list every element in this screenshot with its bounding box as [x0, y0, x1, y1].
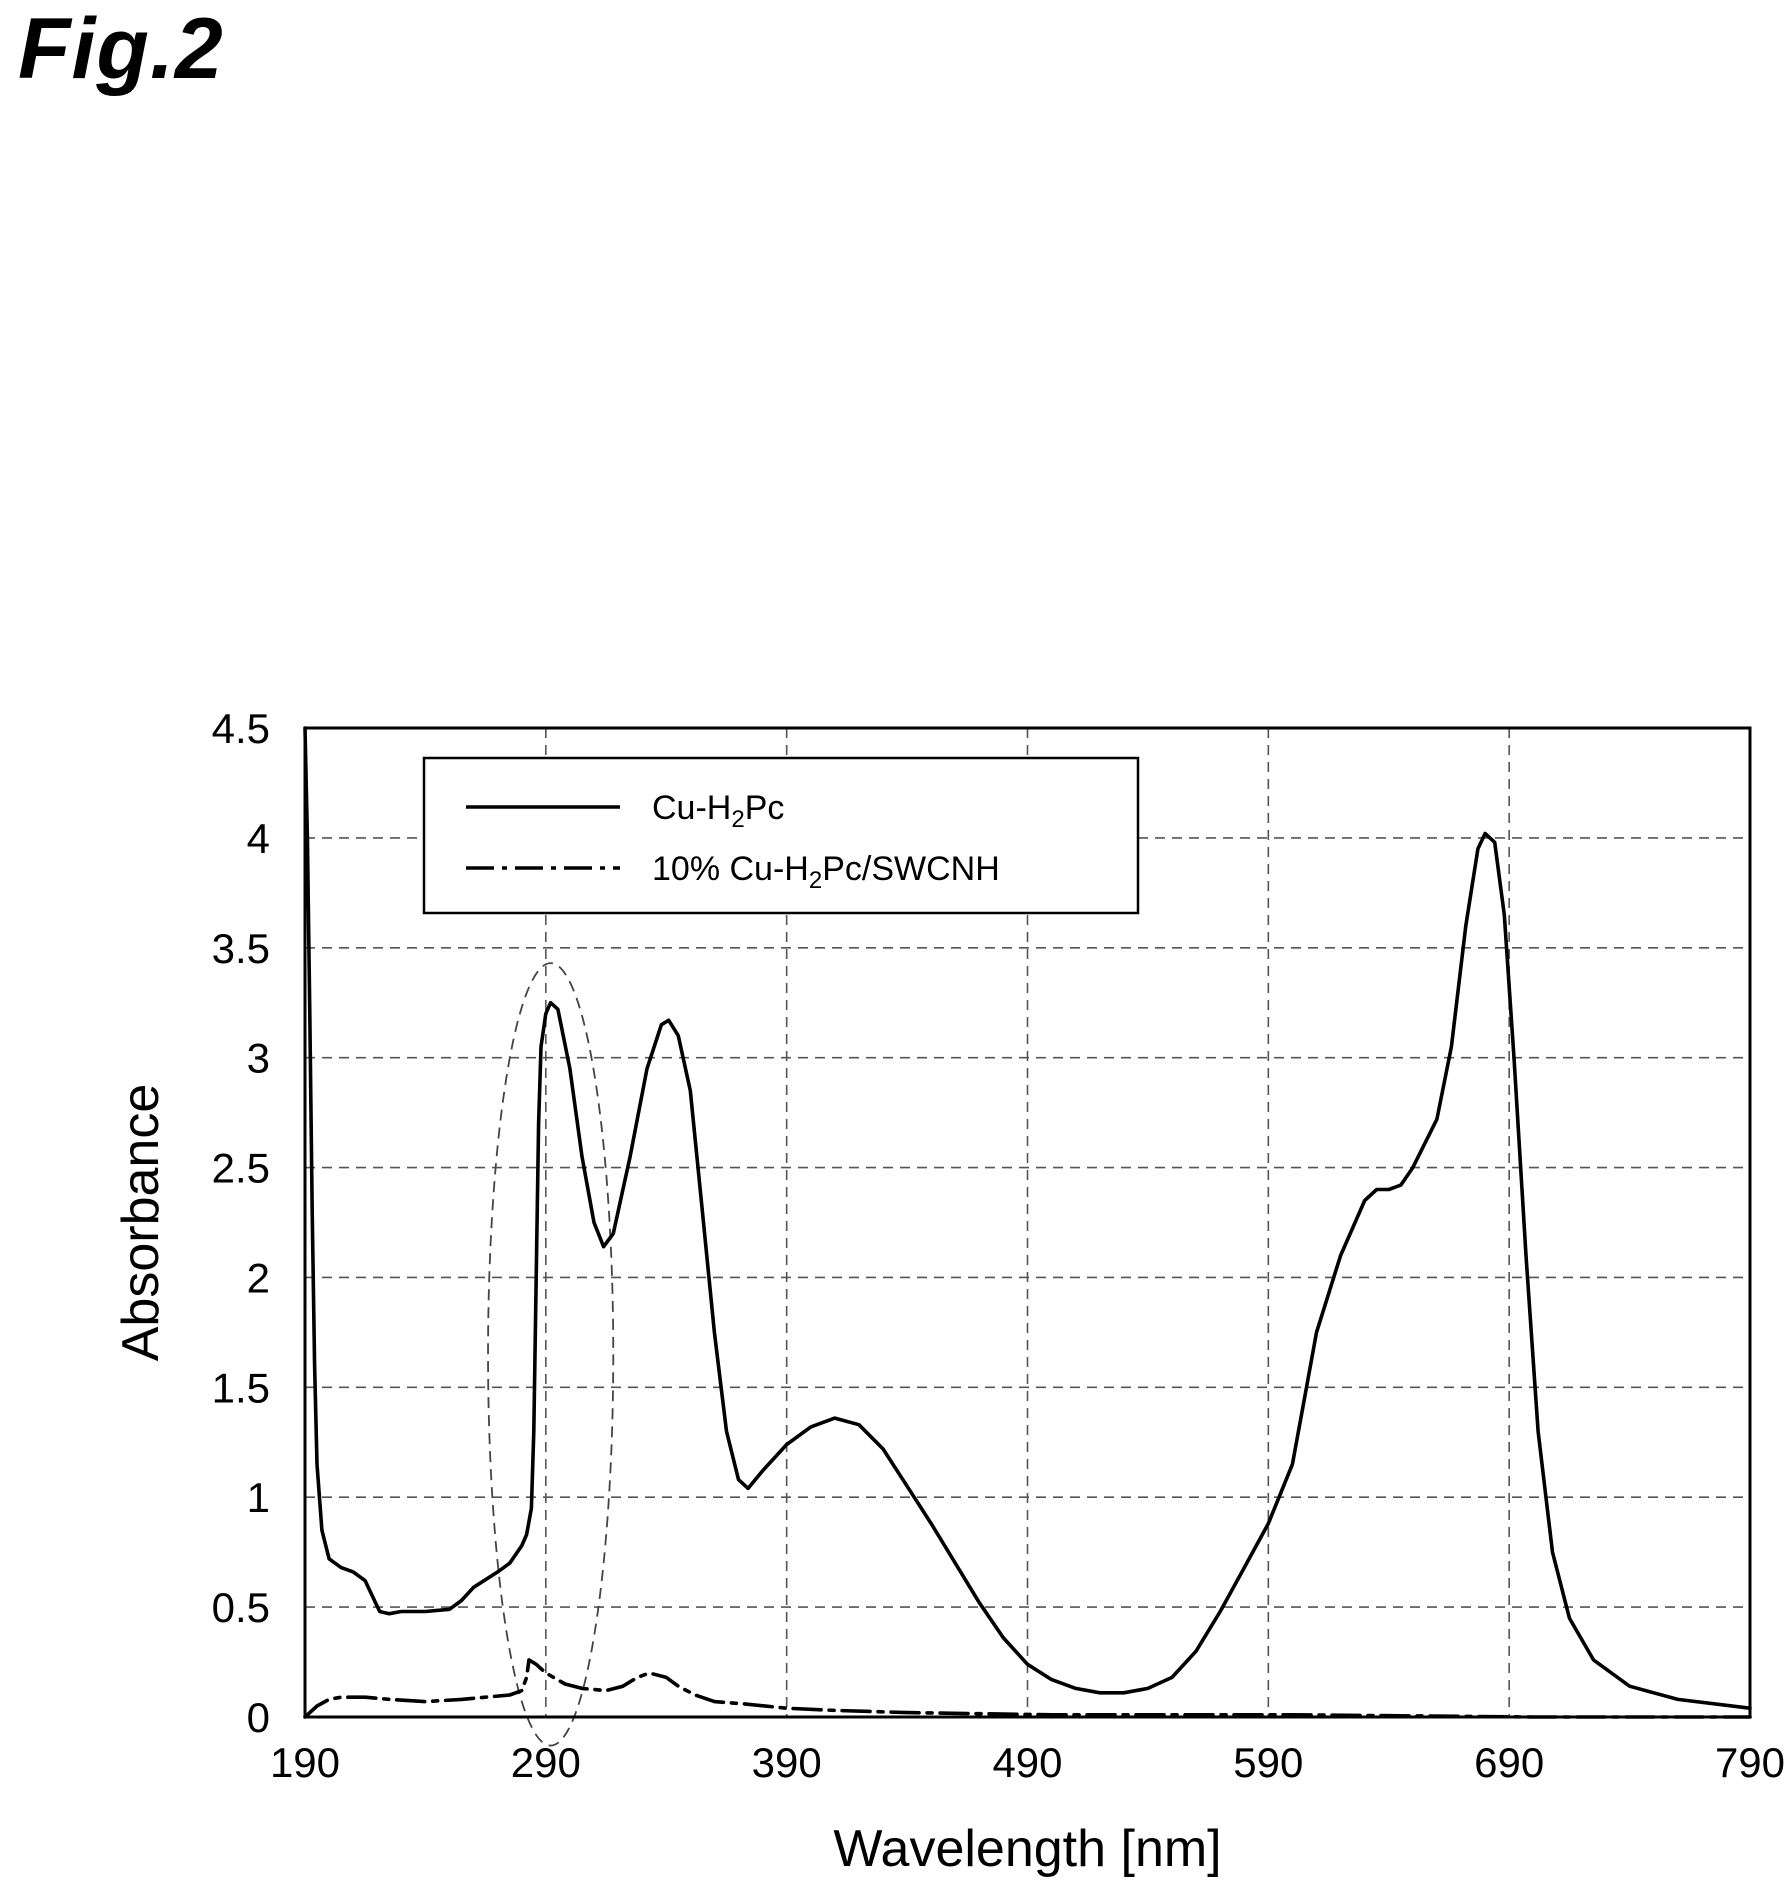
y-tick-labels: 0 0.5 1 1.5 2 2.5 3 3.5 4 4.5	[212, 705, 270, 1741]
x-tick-label: 390	[752, 1739, 822, 1786]
y-tick-label: 3.5	[212, 925, 270, 972]
x-tick-label: 690	[1474, 1739, 1544, 1786]
legend-box	[422, 756, 1140, 915]
legend: Cu-H2Pc 10% Cu-H2Pc/SWCNH	[422, 756, 1140, 915]
highlight-ellipse	[487, 962, 615, 1747]
x-tick-label: 490	[992, 1739, 1062, 1786]
plot-frame	[303, 726, 1752, 1719]
y-tick-label: 0	[247, 1694, 270, 1741]
y-tick-label: 4.5	[212, 705, 270, 752]
y-tick-label: 2	[247, 1254, 270, 1301]
y-tick-label: 3	[247, 1035, 270, 1082]
x-tick-label: 790	[1715, 1739, 1785, 1786]
x-tick-labels: 190 290 390 490 590 690 790	[270, 1739, 1785, 1786]
legend-label-cu-h2pc: Cu-H2Pc	[652, 789, 784, 833]
x-axis-label: Wavelength [nm]	[833, 1820, 1221, 1878]
y-tick-label: 2.5	[212, 1145, 270, 1192]
y-tick-label: 1.5	[212, 1364, 270, 1411]
y-axis-label: Absorbance	[112, 1084, 170, 1362]
highlight-ellipse-layer	[487, 962, 615, 1747]
figure-label: Fig.2	[18, 1, 224, 97]
legend-label-cu-h2pc-swcnh: 10% Cu-H2Pc/SWCNH	[652, 850, 1000, 894]
x-tick-label: 590	[1233, 1739, 1303, 1786]
y-tick-label: 4	[247, 815, 270, 862]
series-layer	[303, 726, 1752, 1719]
y-tick-label: 0.5	[212, 1584, 270, 1631]
x-tick-label: 190	[270, 1739, 340, 1786]
series-line-1	[303, 1658, 1752, 1719]
x-tick-label: 290	[511, 1739, 581, 1786]
series-line-0	[303, 726, 1752, 1710]
y-tick-label: 1	[247, 1474, 270, 1521]
